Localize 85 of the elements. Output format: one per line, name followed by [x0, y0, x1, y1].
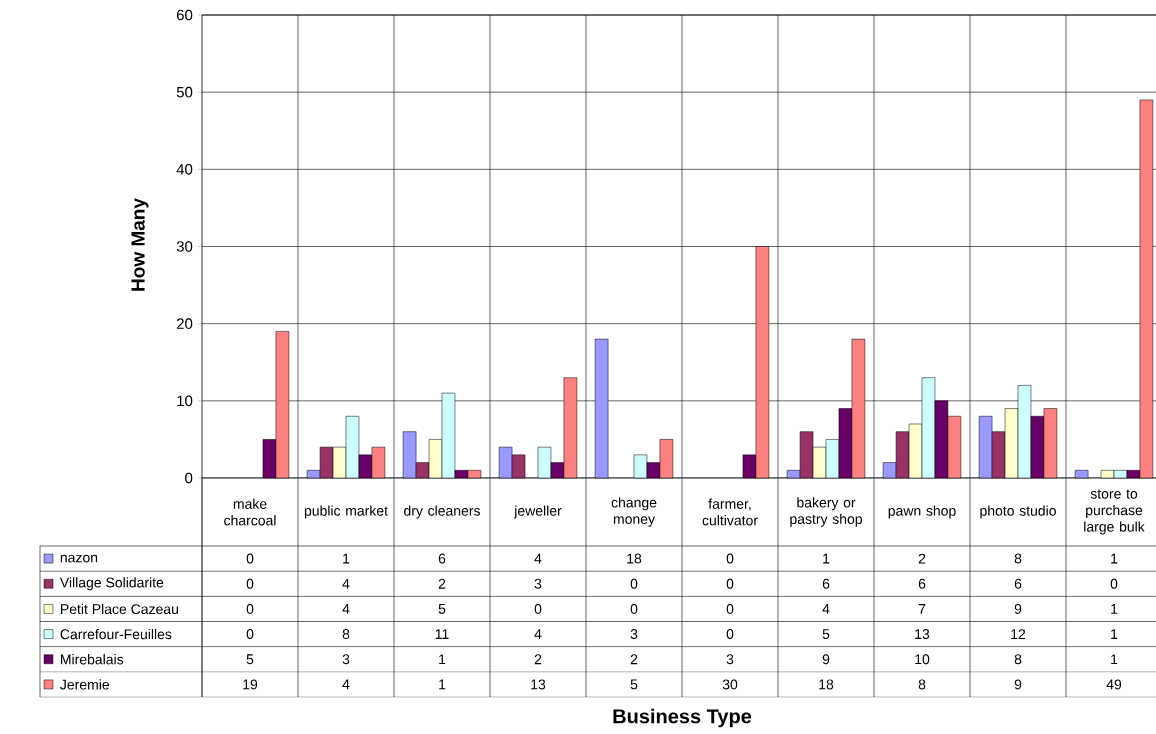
x-tick-label: public market — [304, 505, 388, 519]
data-label: 10 — [915, 654, 930, 665]
legend-label: Petit Place Cazeau — [61, 603, 178, 615]
data-label: 1 — [1111, 553, 1118, 564]
data-label: 1 — [1111, 654, 1118, 665]
y-tick-label: 30 — [176, 241, 193, 252]
data-label: 4 — [822, 604, 830, 614]
data-label: 49 — [1106, 679, 1122, 690]
data-label: 0 — [246, 603, 254, 614]
x-tick-label: jeweller — [513, 505, 562, 519]
x-tick-label: farmer, cultivator — [702, 498, 758, 526]
data-label: 0 — [726, 553, 734, 564]
data-label: 1 — [1111, 604, 1118, 614]
data-label: 13 — [915, 629, 930, 640]
data-label: 18 — [627, 553, 642, 564]
data-label: 13 — [531, 679, 546, 690]
data-label: 0 — [726, 578, 734, 589]
data-label: 5 — [438, 604, 446, 614]
data-label: 18 — [819, 679, 834, 690]
x-tick-label: dry cleaners — [404, 505, 480, 519]
x-tick-label: store to purchase large bulk — [1084, 489, 1145, 535]
data-label: 3 — [342, 654, 350, 665]
x-tick-label: bakery or pastry shop — [790, 497, 862, 527]
data-label: 6 — [438, 553, 446, 564]
data-label: 1 — [1111, 629, 1118, 639]
data-label: 2 — [534, 654, 542, 665]
data-label: 1 — [439, 654, 446, 665]
legend-label: Mirebalais — [61, 654, 124, 665]
data-label: 4 — [342, 604, 350, 614]
y-tick-label: 0 — [185, 472, 193, 484]
data-label: 4 — [534, 553, 542, 564]
data-label: 2 — [438, 578, 446, 589]
data-label: 9 — [1014, 679, 1022, 690]
data-label: 1 — [343, 553, 350, 564]
data-label: 19 — [243, 679, 258, 690]
data-label: 8 — [918, 679, 926, 690]
data-label: 0 — [726, 629, 734, 640]
data-label: 2 — [630, 654, 638, 665]
x-tick-label: change money — [611, 497, 657, 527]
x-tick-label: photo studio — [980, 505, 1056, 519]
data-label: 6 — [918, 578, 926, 589]
data-label: 9 — [1014, 603, 1022, 614]
text: Business Type — [613, 708, 752, 728]
y-axis-title: How Many — [131, 198, 149, 291]
data-label: 30 — [722, 679, 738, 690]
y-tick-label: 60 — [176, 9, 193, 21]
data-label: 1 — [439, 679, 446, 690]
data-label: 7 — [918, 604, 926, 614]
data-label: 3 — [630, 629, 638, 640]
data-label: 2 — [918, 553, 926, 564]
data-label: 0 — [630, 578, 638, 589]
data-label: 8 — [1014, 553, 1022, 564]
data-label: 9 — [822, 654, 830, 665]
data-label: 3 — [726, 654, 734, 665]
data-label: 4 — [534, 629, 542, 639]
data-label: 0 — [1110, 578, 1118, 589]
legend-label: Carrefour-Feuilles — [60, 628, 172, 640]
y-tick-label: 10 — [177, 395, 193, 407]
x-tick-label: make charcoal — [224, 498, 276, 526]
data-label: 6 — [822, 578, 830, 589]
data-label: 11 — [435, 629, 449, 639]
data-label: 8 — [1014, 654, 1022, 665]
y-tick-label: 50 — [176, 86, 193, 98]
data-label: 0 — [246, 578, 254, 589]
data-label: 3 — [534, 578, 542, 589]
data-label: 5 — [822, 629, 830, 639]
data-label: 0 — [630, 603, 638, 614]
data-label: 8 — [342, 629, 350, 640]
data-label: 0 — [726, 603, 734, 614]
data-label: 4 — [342, 578, 350, 589]
data-label: 4 — [342, 679, 350, 690]
data-label: 5 — [246, 654, 254, 665]
data-label: 0 — [246, 629, 254, 640]
legend-label: nazon — [60, 554, 98, 563]
data-label: 12 — [1011, 629, 1026, 639]
data-label: 6 — [1014, 578, 1022, 589]
legend-label: Jeremie — [60, 679, 110, 690]
data-label: 0 — [246, 553, 254, 564]
y-tick-label: 20 — [176, 318, 193, 329]
data-label: 5 — [630, 679, 638, 690]
legend-label: Village Solidarite — [59, 577, 164, 591]
y-tick-label: 40 — [176, 164, 193, 175]
x-tick-label: pawn shop — [888, 505, 956, 519]
data-label: 1 — [823, 553, 830, 564]
data-label: 0 — [534, 603, 542, 614]
